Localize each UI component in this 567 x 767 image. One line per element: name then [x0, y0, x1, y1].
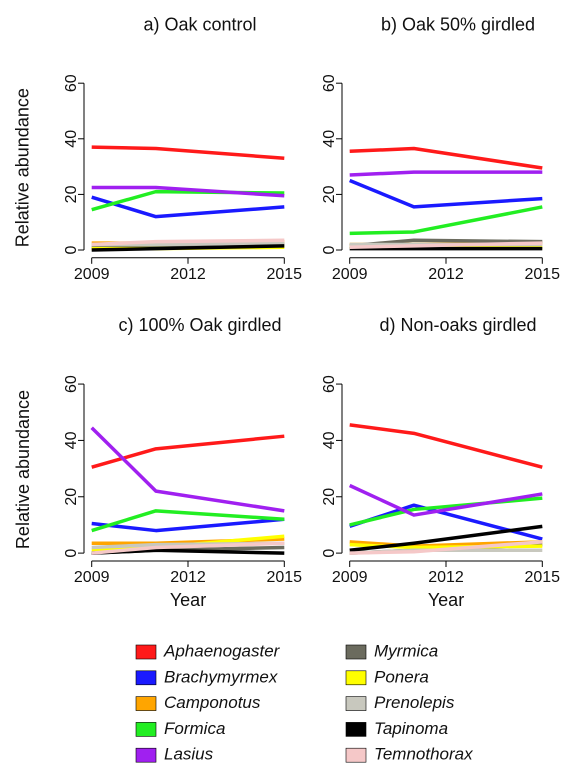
- x-tick-label: 2012: [428, 569, 464, 586]
- series-line: [349, 241, 543, 249]
- series-line: [349, 540, 543, 555]
- legend-swatch: [135, 722, 157, 737]
- y-tick-label: 60: [63, 375, 80, 393]
- legend-label: Ponera: [374, 667, 429, 686]
- y-tick-label: 20: [63, 185, 80, 203]
- legend-label: Temnothorax: [374, 745, 473, 764]
- panel-title: a) Oak control: [143, 14, 256, 34]
- legend-swatch: [345, 722, 367, 737]
- series-line: [91, 185, 285, 198]
- y-tick-label: 20: [321, 185, 338, 203]
- legend-swatch: [135, 644, 157, 660]
- x-tick-label: 2009: [74, 569, 110, 586]
- panel-title: b) Oak 50% girdled: [381, 14, 535, 34]
- legend-label: Lasius: [164, 745, 214, 764]
- series-line: [349, 178, 543, 209]
- x-tick-label: 2015: [524, 569, 560, 586]
- y-tick-label: 0: [321, 245, 338, 254]
- legend-swatch: [135, 696, 157, 711]
- x-tick-label: 2012: [170, 266, 206, 283]
- y-tick-label: 20: [321, 488, 338, 506]
- y-axis-label: Relative abundance: [13, 390, 33, 549]
- legend-swatch: [135, 747, 157, 763]
- legend-swatch: [345, 747, 367, 763]
- series-line: [349, 170, 543, 177]
- legend-label: Camponotus: [164, 693, 261, 712]
- legend-label: Myrmica: [374, 641, 438, 660]
- series-line: [90, 426, 285, 513]
- x-tick-label: 2012: [428, 266, 464, 283]
- series-line: [348, 483, 543, 517]
- legend-label: Prenolepis: [374, 693, 455, 712]
- panel-title: c) 100% Oak girdled: [118, 315, 281, 335]
- series-line: [91, 509, 285, 533]
- x-tick-label: 2012: [170, 569, 206, 586]
- x-axis-label: Year: [428, 590, 464, 610]
- series-line: [91, 244, 285, 252]
- series-line: [91, 238, 285, 247]
- y-tick-label: 0: [321, 549, 338, 558]
- y-tick-label: 40: [63, 130, 80, 148]
- y-tick-label: 60: [321, 74, 338, 92]
- series-line: [91, 434, 285, 469]
- legend-label: Tapinoma: [374, 719, 448, 738]
- x-tick-label: 2015: [266, 569, 302, 586]
- series-line: [349, 146, 543, 170]
- panel-title: d) Non-oaks girdled: [379, 315, 536, 335]
- legend-swatch: [345, 644, 367, 660]
- y-tick-label: 40: [321, 431, 338, 449]
- legend-label: Aphaenogaster: [163, 641, 281, 660]
- series-line: [349, 524, 543, 553]
- x-tick-label: 2015: [524, 266, 560, 283]
- y-tick-label: 0: [63, 245, 80, 254]
- series-line: [91, 517, 285, 533]
- legend-swatch: [345, 696, 367, 711]
- legend-swatch: [135, 670, 157, 686]
- x-tick-label: 2009: [332, 266, 368, 283]
- series-line: [349, 423, 543, 469]
- y-tick-label: 0: [63, 549, 80, 558]
- y-tick-label: 60: [63, 74, 80, 92]
- x-tick-label: 2009: [74, 266, 110, 283]
- series-line: [349, 205, 543, 236]
- y-tick-label: 40: [63, 431, 80, 449]
- legend-swatch: [345, 670, 367, 686]
- x-axis-label: Year: [170, 590, 206, 610]
- y-tick-label: 20: [63, 488, 80, 506]
- series-line: [91, 145, 285, 161]
- legend-label: Formica: [164, 719, 225, 738]
- series-line: [91, 541, 285, 555]
- y-tick-label: 60: [321, 375, 338, 393]
- y-tick-label: 40: [321, 130, 338, 148]
- legend-label: Brachymyrmex: [164, 667, 278, 686]
- x-tick-label: 2015: [266, 266, 302, 283]
- y-axis-label: Relative abundance: [13, 88, 33, 247]
- x-tick-label: 2009: [332, 569, 368, 586]
